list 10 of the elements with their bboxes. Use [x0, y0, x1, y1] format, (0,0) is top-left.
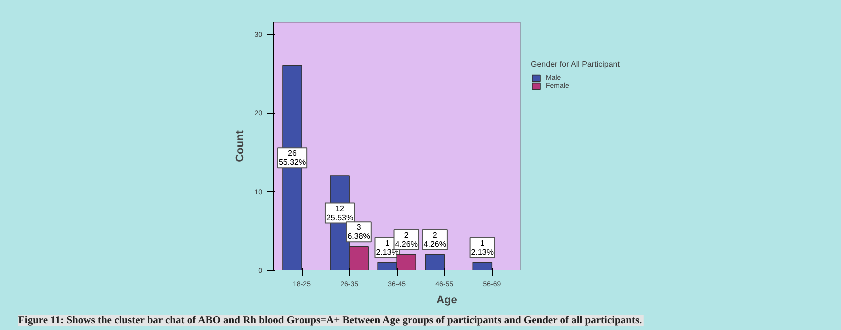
data-label: 3 6.38% [348, 223, 370, 242]
y-axis-title: Count [234, 130, 247, 162]
data-label: 2 4.26% [424, 231, 446, 250]
data-label: 1 2.13% [471, 238, 494, 257]
caption: Figure 11: Shows the cluster bar chat of ABO and Rh blood Groups=A+ Between Age groups of participants and Gender of all participants. [18, 316, 643, 326]
data-label: 2 4.26% [395, 231, 418, 250]
legend-title: Gender for All Participant [531, 60, 620, 69]
x-axis-title: Age [436, 294, 458, 306]
data-label: 12 25.53% [326, 204, 354, 222]
data-label: 26 55.32% [278, 149, 306, 168]
